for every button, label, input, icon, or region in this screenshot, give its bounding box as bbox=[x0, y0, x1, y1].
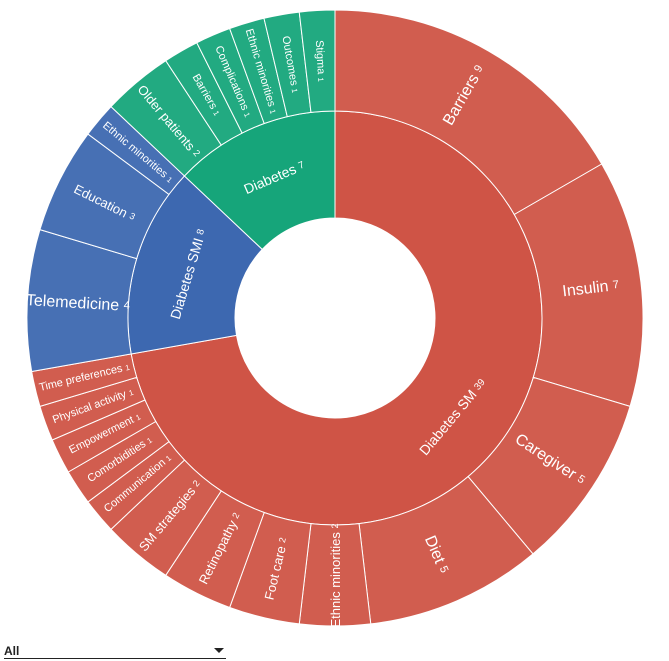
sunburst-segments bbox=[26, 9, 644, 627]
segment-diabetes-stigma[interactable] bbox=[298, 9, 336, 113]
filter-selected-value: All bbox=[4, 644, 20, 658]
segment-diabetes-sm-ethnic-minorities[interactable] bbox=[298, 523, 372, 627]
caret-down-icon bbox=[214, 648, 224, 653]
category-filter-select[interactable]: All bbox=[4, 643, 226, 659]
